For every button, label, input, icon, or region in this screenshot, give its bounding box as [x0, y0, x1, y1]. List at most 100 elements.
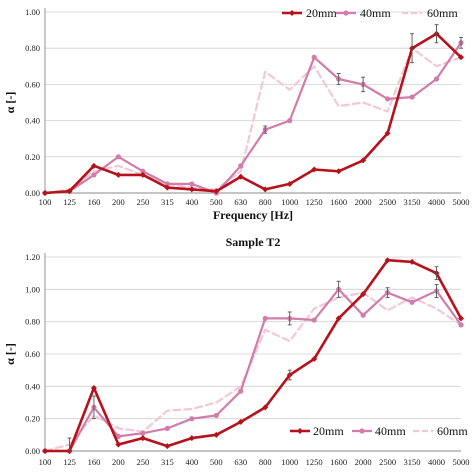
x-tick-label: 315 [161, 197, 174, 207]
data-point-40mm [91, 172, 97, 178]
data-point-20mm [90, 162, 97, 169]
data-point-20mm [237, 418, 244, 425]
legend-marker [289, 10, 295, 16]
x-tick-label: 315 [161, 457, 174, 467]
data-point-20mm [311, 355, 318, 362]
series-line-20mm [43, 32, 463, 195]
y-tick-label: 0.40 [25, 381, 40, 391]
y-tick-label: 0.80 [25, 43, 40, 53]
y-tick-label: 1.00 [25, 284, 40, 294]
x-tick-label: 1000 [281, 457, 298, 467]
data-point-40mm [458, 322, 464, 328]
data-point-40mm [287, 118, 293, 124]
data-point-20mm [115, 171, 122, 178]
chart-top: 0.00 0.20 0.40 0.60 0.80 1.00 100 125 160 200 250 3… [3, 6, 470, 222]
chart-bottom: 0.00 0.20 0.40 0.60 0.80 1.00 1.20 100 125 160 200… [3, 235, 470, 467]
y-axis-title: α [-] [3, 92, 17, 114]
data-point-20mm [139, 435, 146, 442]
data-point-20mm [335, 315, 342, 322]
x-tick-label: 125 [63, 457, 76, 467]
data-point-20mm [286, 180, 293, 187]
data-point-20mm [262, 404, 269, 411]
x-tick-label: 800 [259, 197, 272, 207]
x-tick-label: 200 [112, 457, 125, 467]
data-point-20mm [139, 171, 146, 178]
data-point-20mm [360, 157, 367, 164]
y-tick-label: 0.40 [25, 116, 40, 126]
x-tick-label: 100 [39, 197, 52, 207]
legend-label-40mm: 40mm [360, 6, 391, 20]
data-point-40mm [164, 425, 170, 431]
x-tick-label: 630 [234, 457, 247, 467]
legend-label-40mm: 40mm [375, 424, 406, 438]
x-tick-label: 2500 [379, 457, 396, 467]
x-tick-label: 2000 [355, 197, 372, 207]
x-tick-label: 160 [88, 197, 101, 207]
data-point-40mm [262, 315, 268, 322]
legend-label-60mm: 60mm [437, 424, 468, 438]
x-tick-label: 4000 [428, 457, 445, 467]
x-tick-label: 1600 [330, 457, 347, 467]
data-point-20mm [384, 257, 391, 264]
data-point-20mm [335, 168, 342, 175]
x-tick-label: 5000 [453, 457, 470, 467]
data-point-20mm [213, 431, 220, 438]
x-tick-label: 125 [63, 197, 76, 207]
data-point-40mm [238, 163, 244, 169]
data-point-40mm [140, 430, 146, 436]
data-point-20mm [409, 258, 416, 265]
x-tick-label: 400 [185, 197, 198, 207]
data-point-40mm [189, 181, 195, 187]
x-tick-label: 2000 [355, 457, 372, 467]
data-point-40mm [409, 299, 415, 305]
x-tick-label: 1250 [306, 457, 323, 467]
legend-marker [359, 428, 365, 434]
data-point-20mm [360, 291, 367, 298]
x-tick-label: 630 [234, 197, 247, 207]
data-point-40mm [115, 433, 122, 440]
y-axis-title: α [-] [3, 343, 17, 365]
y-tick-label: 0.20 [25, 152, 40, 162]
data-point-40mm [433, 76, 440, 82]
x-tick-label: 3150 [404, 457, 421, 467]
x-tick-label: 1600 [330, 197, 347, 207]
x-tick-label: 500 [210, 457, 223, 467]
series-line-60mm [43, 47, 463, 195]
x-tick-label: 1000 [281, 197, 298, 207]
x-tick-label: 800 [259, 457, 272, 467]
x-tick-label: 3150 [404, 197, 421, 207]
data-point-20mm [213, 188, 220, 195]
y-tick-label: 0.20 [25, 414, 40, 424]
data-point-20mm [384, 130, 391, 137]
data-point-20mm [90, 384, 97, 391]
x-tick-label: 2500 [379, 197, 396, 207]
data-point-40mm [213, 412, 219, 419]
data-point-20mm [237, 173, 244, 180]
legend-label-60mm: 60mm [427, 6, 458, 20]
data-point-40mm [384, 96, 391, 102]
legend-marker [297, 428, 303, 434]
data-point-40mm [360, 312, 366, 318]
y-tick-label: 0.00 [25, 446, 40, 456]
legend-label-20mm: 20mm [306, 6, 337, 20]
series-line-20mm [43, 258, 463, 453]
x-tick-label: 100 [39, 457, 52, 467]
y-tick-label: 0.60 [25, 349, 40, 359]
series-line-40mm [43, 288, 463, 453]
y-tick-label: 0.80 [25, 317, 40, 327]
x-tick-label: 400 [185, 457, 198, 467]
x-axis-title: Frequency [Hz] [213, 208, 293, 222]
data-point-20mm [66, 188, 73, 195]
data-point-20mm [458, 54, 464, 61]
data-point-20mm [311, 166, 318, 173]
x-tick-label: 250 [137, 457, 150, 467]
x-tick-label: 1250 [306, 197, 323, 207]
data-point-40mm [238, 388, 244, 394]
x-tick-label: 500 [210, 197, 223, 207]
y-tick-label: 1.20 [25, 252, 40, 262]
data-point-20mm [188, 186, 195, 193]
x-tick-label: 4000 [428, 197, 445, 207]
x-tick-label: 5000 [453, 197, 470, 207]
data-point-40mm [164, 181, 170, 187]
